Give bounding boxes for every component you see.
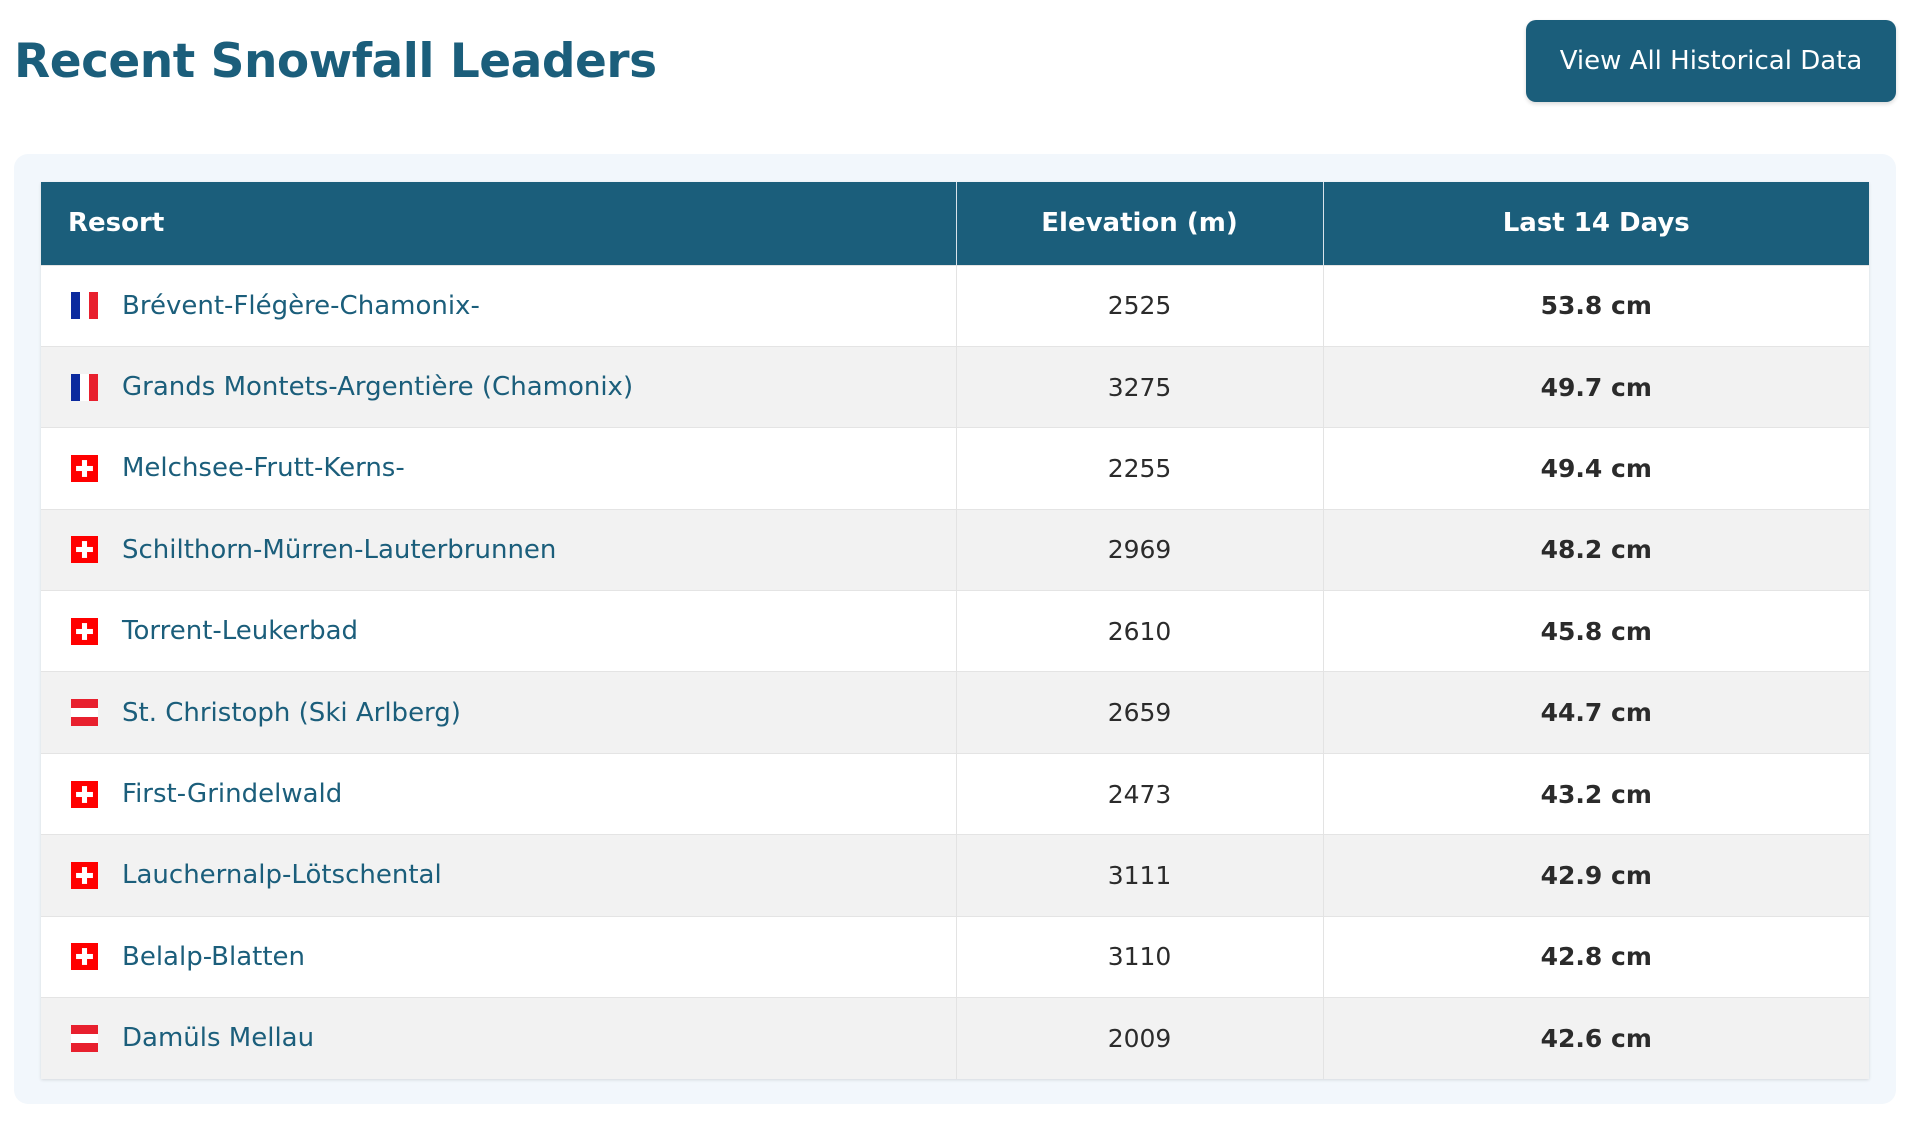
column-header-last-14-days[interactable]: Last 14 Days bbox=[1323, 182, 1869, 265]
resort-name-link[interactable]: Schilthorn-Mürren-Lauterbrunnen bbox=[122, 534, 557, 565]
page-header: Recent Snowfall Leaders View All Histori… bbox=[14, 20, 1896, 102]
elevation-cell: 2255 bbox=[956, 427, 1324, 510]
elevation-cell: 3111 bbox=[956, 834, 1324, 917]
column-header-resort[interactable]: Resort bbox=[41, 182, 957, 265]
snowfall-leaders-table: Resort Elevation (m) Last 14 Days Bréven… bbox=[41, 182, 1869, 1079]
column-header-elevation[interactable]: Elevation (m) bbox=[956, 182, 1324, 265]
elevation-cell: 2473 bbox=[956, 752, 1324, 835]
snowfall-value-cell: 48.2 cm bbox=[1323, 508, 1869, 591]
austria-flag-icon bbox=[68, 1022, 101, 1055]
resort-cell-content: St. Christoph (Ski Arlberg) bbox=[68, 696, 956, 729]
elevation-cell: 2009 bbox=[956, 997, 1324, 1079]
table-row[interactable]: Damüls Mellau 2009 42.6 cm bbox=[41, 997, 1869, 1079]
resort-name-link[interactable]: Brévent-Flégère-Chamonix- bbox=[122, 290, 480, 321]
resort-cell: Damüls Mellau bbox=[41, 997, 957, 1079]
resort-name-link[interactable]: Grands Montets-Argentière (Chamonix) bbox=[122, 372, 634, 403]
resort-cell-content: Grands Montets-Argentière (Chamonix) bbox=[68, 371, 956, 404]
snowfall-table-card: Resort Elevation (m) Last 14 Days Bréven… bbox=[14, 154, 1896, 1104]
switzerland-flag-icon bbox=[68, 859, 101, 892]
elevation-cell: 2525 bbox=[956, 264, 1324, 347]
resort-name-link[interactable]: Belalp-Blatten bbox=[122, 941, 306, 972]
snowfall-value-cell: 45.8 cm bbox=[1323, 590, 1869, 672]
resort-name-link[interactable]: First-Grindelwald bbox=[122, 779, 343, 810]
table-row[interactable]: First-Grindelwald 2473 43.2 cm bbox=[41, 752, 1869, 835]
elevation-cell: 2659 bbox=[956, 671, 1324, 754]
resort-name-link[interactable]: St. Christoph (Ski Arlberg) bbox=[122, 697, 461, 728]
table-row[interactable]: Schilthorn-Mürren-Lauterbrunnen 2969 48.2 … bbox=[41, 508, 1869, 591]
france-flag-icon bbox=[68, 371, 101, 404]
table-row[interactable]: St. Christoph (Ski Arlberg) 2659 44.7 cm bbox=[41, 671, 1869, 754]
resort-cell: Belalp-Blatten bbox=[41, 915, 957, 998]
table-row[interactable]: Lauchernalp-Lötschental 3111 42.9 cm bbox=[41, 834, 1869, 917]
elevation-cell: 3275 bbox=[956, 345, 1324, 428]
snowfall-value-cell: 53.8 cm bbox=[1323, 264, 1869, 347]
resort-cell-content: Schilthorn-Mürren-Lauterbrunnen bbox=[68, 533, 956, 566]
elevation-cell: 2610 bbox=[956, 590, 1324, 672]
resort-cell-content: Belalp-Blatten bbox=[68, 940, 956, 973]
resort-cell-content: Damüls Mellau bbox=[68, 1022, 956, 1055]
snowfall-value-cell: 42.8 cm bbox=[1323, 915, 1869, 998]
resort-cell: Melchsee-Frutt-Kerns- bbox=[41, 427, 957, 510]
resort-name-link[interactable]: Melchsee-Frutt-Kerns- bbox=[122, 453, 405, 484]
resort-name-link[interactable]: Damüls Mellau bbox=[122, 1023, 315, 1054]
resort-cell: Lauchernalp-Lötschental bbox=[41, 834, 957, 917]
resort-cell: Schilthorn-Mürren-Lauterbrunnen bbox=[41, 508, 957, 591]
elevation-cell: 2969 bbox=[956, 508, 1324, 591]
page-title: Recent Snowfall Leaders bbox=[14, 33, 657, 89]
switzerland-flag-icon bbox=[68, 615, 101, 648]
table-row[interactable]: Torrent-Leukerbad 2610 45.8 cm bbox=[41, 590, 1869, 672]
table-row[interactable]: Brévent-Flégère-Chamonix- 2525 53.8 cm bbox=[41, 264, 1869, 347]
switzerland-flag-icon bbox=[68, 778, 101, 811]
table-row[interactable]: Grands Montets-Argentière (Chamonix) 3275… bbox=[41, 345, 1869, 428]
resort-cell: Torrent-Leukerbad bbox=[41, 590, 957, 672]
snowfall-value-cell: 42.9 cm bbox=[1323, 834, 1869, 917]
austria-flag-icon bbox=[68, 696, 101, 729]
table-header-row: Resort Elevation (m) Last 14 Days bbox=[41, 182, 1869, 265]
resort-cell-content: First-Grindelwald bbox=[68, 778, 956, 811]
table-row[interactable]: Belalp-Blatten 3110 42.8 cm bbox=[41, 915, 1869, 998]
table-body: Brévent-Flégère-Chamonix- 2525 53.8 cm Gran… bbox=[41, 264, 1869, 1079]
resort-cell-content: Torrent-Leukerbad bbox=[68, 615, 956, 648]
switzerland-flag-icon bbox=[68, 452, 101, 485]
resort-name-link[interactable]: Lauchernalp-Lötschental bbox=[122, 860, 442, 891]
resort-name-link[interactable]: Torrent-Leukerbad bbox=[122, 616, 359, 647]
snowfall-value-cell: 44.7 cm bbox=[1323, 671, 1869, 754]
resort-cell-content: Melchsee-Frutt-Kerns- bbox=[68, 452, 956, 485]
resort-cell: Grands Montets-Argentière (Chamonix) bbox=[41, 345, 957, 428]
resort-cell: First-Grindelwald bbox=[41, 752, 957, 835]
table-row[interactable]: Melchsee-Frutt-Kerns- 2255 49.4 cm bbox=[41, 427, 1869, 510]
elevation-cell: 3110 bbox=[956, 915, 1324, 998]
switzerland-flag-icon bbox=[68, 940, 101, 973]
switzerland-flag-icon bbox=[68, 533, 101, 566]
snowfall-value-cell: 49.7 cm bbox=[1323, 345, 1869, 428]
snowfall-value-cell: 49.4 cm bbox=[1323, 427, 1869, 510]
resort-cell: Brévent-Flégère-Chamonix- bbox=[41, 264, 957, 347]
resort-cell: St. Christoph (Ski Arlberg) bbox=[41, 671, 957, 754]
resort-cell-content: Lauchernalp-Lötschental bbox=[68, 859, 956, 892]
snowfall-value-cell: 43.2 cm bbox=[1323, 752, 1869, 835]
snowfall-value-cell: 42.6 cm bbox=[1323, 997, 1869, 1079]
france-flag-icon bbox=[68, 289, 101, 322]
resort-cell-content: Brévent-Flégère-Chamonix- bbox=[68, 289, 956, 322]
view-all-historical-data-button[interactable]: View All Historical Data bbox=[1526, 20, 1896, 102]
